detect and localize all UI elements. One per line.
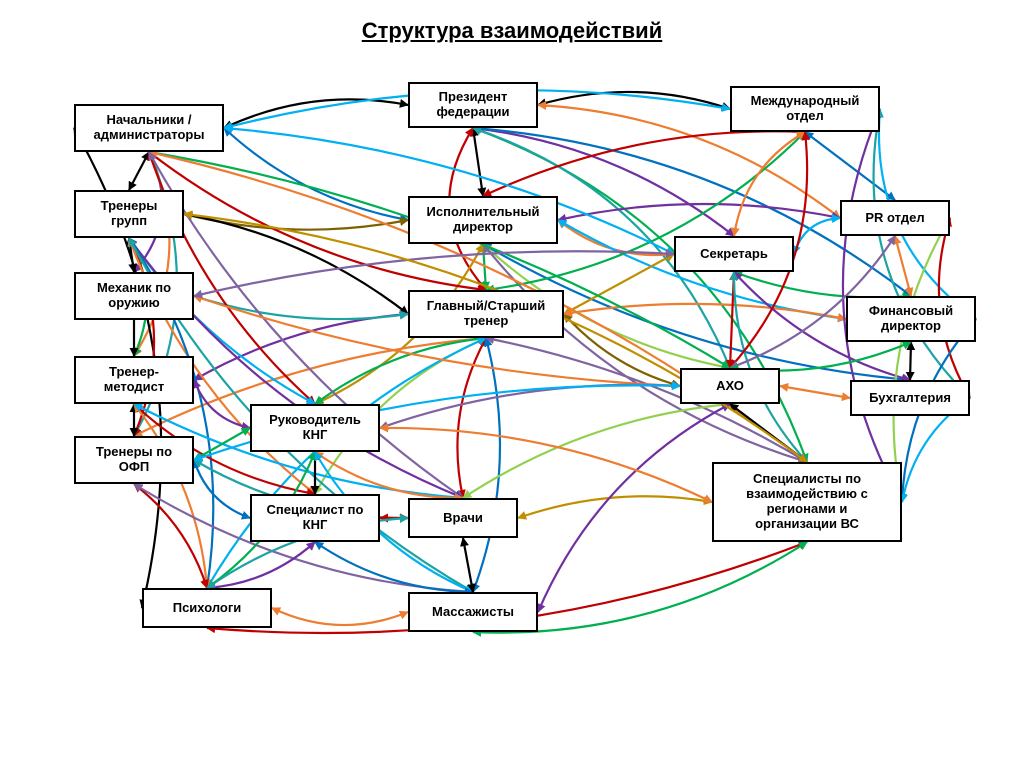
edge-ofp-kngs bbox=[194, 460, 250, 518]
edge-intl-pr bbox=[805, 132, 895, 200]
edge-doctors-regions bbox=[518, 496, 712, 518]
edge-kngs-massage bbox=[315, 542, 473, 592]
node-kngs: Специалист по КНГ bbox=[250, 494, 380, 542]
node-secretary: Секретарь bbox=[674, 236, 794, 272]
edge-headcoach-massage bbox=[473, 338, 500, 592]
edge-headcoach-axo bbox=[564, 314, 680, 386]
edge-massage-axo bbox=[538, 404, 730, 612]
edge-secretary-findir bbox=[734, 272, 911, 298]
edge-exec-intl bbox=[483, 131, 805, 196]
edge-kngs-psych bbox=[207, 542, 315, 588]
node-headcoach: Главный/Старший тренер bbox=[408, 290, 564, 338]
edge-headcoach-secretary bbox=[564, 254, 674, 314]
node-president: Президент федерации bbox=[408, 82, 538, 128]
node-method: Тренер- методист bbox=[74, 356, 194, 404]
edge-regions-kngr bbox=[380, 428, 712, 502]
edge-intl-accounting bbox=[874, 109, 970, 398]
edge-heads-method bbox=[134, 152, 169, 356]
edge-exec-headcoach bbox=[483, 244, 486, 290]
node-regions: Специалисты по взаимодействию с регионам… bbox=[712, 462, 902, 542]
node-exec: Исполнительный директор bbox=[408, 196, 558, 244]
edge-president-heads bbox=[224, 99, 408, 128]
node-axo: АХО bbox=[680, 368, 780, 404]
edge-coaches-ofp bbox=[129, 238, 154, 436]
edge-exec-secretary bbox=[558, 220, 674, 255]
edge-exec-pr bbox=[558, 204, 840, 220]
node-doctors: Врачи bbox=[408, 498, 518, 538]
edge-exec-coaches bbox=[184, 214, 408, 230]
edge-psych-massage bbox=[272, 608, 408, 625]
edge-secretary-intl bbox=[734, 132, 805, 236]
edge-headcoach-findir bbox=[564, 304, 846, 319]
node-accounting: Бухгалтерия bbox=[850, 380, 970, 416]
edge-pr-regions bbox=[894, 218, 950, 502]
edge-exec-regions bbox=[483, 244, 807, 462]
edge-headcoach-weapon bbox=[194, 296, 408, 319]
edge-findir-axo bbox=[730, 342, 911, 371]
edge-accounting-axo bbox=[780, 386, 850, 398]
node-pr: PR отдел bbox=[840, 200, 950, 236]
edge-axo-kngr bbox=[380, 385, 680, 428]
node-intl: Международный отдел bbox=[730, 86, 880, 132]
edge-method-kngr bbox=[194, 380, 250, 428]
node-coaches: Тренеры групп bbox=[74, 190, 184, 238]
edge-secretary-pr bbox=[794, 218, 840, 254]
node-psych: Психологи bbox=[142, 588, 272, 628]
node-weapon: Механик по оружию bbox=[74, 272, 194, 320]
edge-ofp-kngr bbox=[194, 428, 250, 460]
edge-headcoach-coaches bbox=[184, 214, 408, 314]
edge-president-exec bbox=[473, 128, 483, 196]
edge-doctors-massage bbox=[463, 538, 473, 592]
edge-kngr-doctors bbox=[315, 452, 463, 498]
edge-secretary-axo bbox=[730, 272, 734, 368]
edge-coaches-weapon bbox=[129, 238, 134, 272]
node-kngr: Руководитель КНГ bbox=[250, 404, 380, 452]
edge-headcoach-kngr bbox=[315, 338, 486, 404]
edge-pr-findir bbox=[895, 236, 911, 296]
edge-headcoach-doctors bbox=[457, 338, 486, 498]
edge-doctors-axo bbox=[463, 404, 730, 498]
node-ofp: Тренеры по ОФП bbox=[74, 436, 194, 484]
edge-method-psych bbox=[134, 404, 207, 588]
node-massage: Массажисты bbox=[408, 592, 538, 632]
edge-findir-accounting bbox=[910, 342, 911, 380]
diagram-title: Структура взаимодействий bbox=[0, 18, 1024, 44]
edge-headcoach-method bbox=[194, 314, 408, 380]
edge-headcoach-psych bbox=[207, 338, 486, 588]
edge-ofp-psych bbox=[134, 484, 207, 588]
edge-exec-heads bbox=[224, 128, 408, 220]
edge-secretary-regions bbox=[734, 272, 807, 462]
node-heads: Начальники / администраторы bbox=[74, 104, 224, 152]
edge-heads-coaches bbox=[129, 152, 149, 190]
edge-president-intl bbox=[538, 92, 730, 109]
edge-axo-regions bbox=[730, 404, 807, 462]
node-findir: Финансовый директор bbox=[846, 296, 976, 342]
